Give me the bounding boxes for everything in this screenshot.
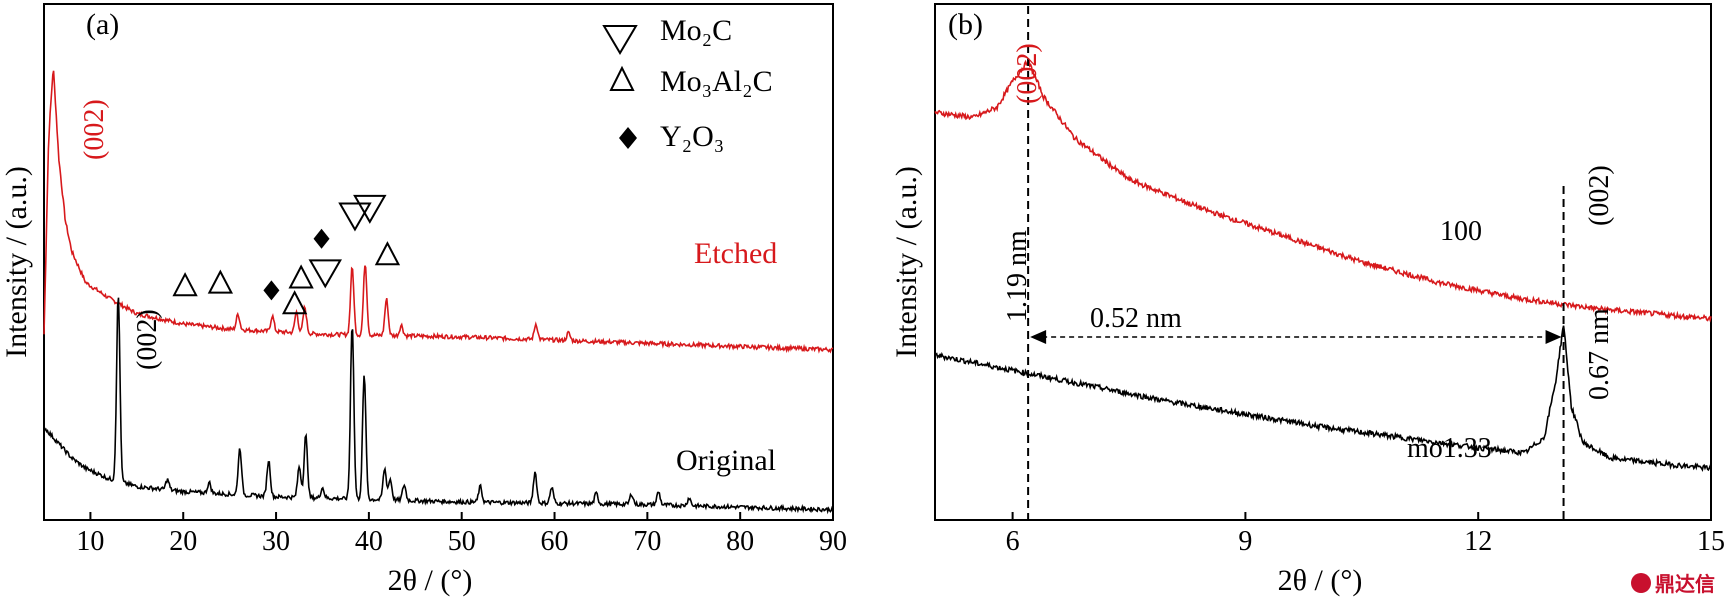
mo2c-marker-icon [338,202,372,232]
panel-a-x-ticks: 10 20 30 40 50 60 70 80 90 [76,512,847,557]
mo3al2c-marker-icon [172,272,198,297]
panel-a-phase-markers [172,194,401,315]
series-line-original [934,325,1712,473]
watermark-logo-icon [1631,572,1651,593]
panel-b-shift-label: 0.52 nm [1090,303,1182,334]
panel-a-y-axis-label: Intensity / (a.u.) [0,166,33,358]
mo3al2c-marker-icon [281,290,308,315]
panel-b: 6 9 12 15 (b) (002) (002) 1.19 nm 0.67 nm 0… [890,3,1725,597]
legend-mo2c-label: Mo₂C [660,14,732,47]
x-tick-label: 6 [1006,526,1020,557]
series-line-etched [934,57,1712,323]
panel-b-d-spacing-original: 0.67 nm [1584,308,1615,400]
x-tick-label: 90 [819,526,847,557]
x-tick-label: 30 [262,526,290,557]
legend-filled-diamond-icon [619,127,637,149]
legend-y2o3-label: Y₂O₃ [660,120,724,153]
panel-a-frame [43,3,834,521]
mo3al2c-marker-icon [288,264,314,289]
panel-a-label: (a) [86,8,119,41]
x-tick-label: 15 [1697,526,1725,557]
legend-open-up-triangle-icon [609,65,635,91]
x-tick-label: 60 [541,526,569,557]
series-line-original [43,297,834,515]
shift-arrow-left-icon [1030,330,1047,344]
x-tick-label: 12 [1464,526,1492,557]
panel-b-d-spacing-etched: 1.19 nm [1002,230,1033,322]
panel-b-label: (b) [948,8,983,41]
x-tick-label: 9 [1238,526,1252,557]
panel-b-series [934,57,1712,473]
mo2c-marker-icon [308,259,342,289]
panel-a: 10 20 30 40 50 60 70 80 90 (a) (002) (002) Etche… [0,3,847,597]
legend-open-down-triangle-icon [602,25,638,55]
panel-b-x-axis-label: 2θ / (°) [1278,564,1363,597]
shift-arrow-right-icon [1545,330,1562,344]
panel-a-x-axis-label: 2θ / (°) [388,564,473,597]
series-line-etched [43,70,834,354]
panel-b-y-axis-label: Intensity / (a.u.) [890,166,923,358]
panel-a-legend: Mo₂C Mo₃Al₂C Y₂O₃ [602,14,773,153]
mo3al2c-marker-icon [374,241,401,266]
panel-b-x-ticks: 6 9 12 15 [1006,512,1725,557]
panel-a-original-label: Original [676,444,776,477]
panel-a-series [43,70,834,515]
legend-mo3al2c-label: Mo₃Al₂C [660,65,773,98]
x-tick-label: 40 [355,526,383,557]
panel-b-original-002-label: (002) [1584,165,1615,226]
panel-b-frame [934,3,1712,521]
panel-b-etched-series-label: 100 [1440,216,1482,247]
mo2c-marker-icon [353,194,387,224]
x-tick-label: 70 [633,526,661,557]
panel-a-etched-label: Etched [694,237,777,270]
panel-a-etched-002-label: (002) [79,99,110,160]
watermark-text: 鼎达信 [1655,572,1715,596]
y2o3-marker-icon [313,228,330,249]
x-tick-label: 10 [76,526,104,557]
panel-a-original-002-label: (002) [132,309,163,370]
panel-b-original-series-label: mo1.33 [1407,433,1492,464]
x-tick-label: 80 [726,526,754,557]
mo3al2c-marker-icon [207,269,234,294]
watermark: 鼎达信 [1631,568,1715,597]
x-tick-label: 20 [169,526,197,557]
x-tick-label: 50 [448,526,476,557]
panel-b-etched-002-label: (002) [1012,43,1043,104]
panel-b-guides [1027,6,1565,520]
y2o3-marker-icon [263,280,280,301]
